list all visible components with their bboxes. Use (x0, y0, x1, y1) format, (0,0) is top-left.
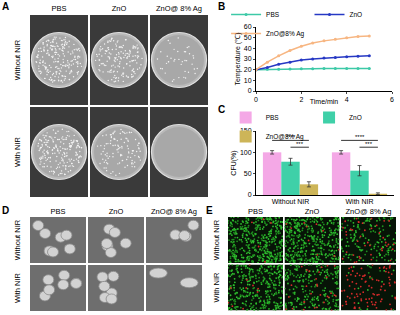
svg-text:With NIR: With NIR (346, 198, 374, 205)
svg-text:ZnO@ 8% Ag: ZnO@ 8% Ag (151, 207, 197, 216)
svg-text:ZnO: ZnO (109, 207, 124, 216)
svg-text:50: 50 (244, 170, 252, 177)
svg-text:****: **** (355, 134, 365, 140)
svg-text:ZnO@ 8% Ag: ZnO@ 8% Ag (156, 4, 202, 13)
svg-text:C: C (218, 104, 225, 115)
svg-text:60: 60 (244, 23, 252, 30)
svg-text:PBS: PBS (51, 4, 66, 13)
svg-text:Without NIR: Without NIR (212, 219, 221, 260)
svg-text:PBS: PBS (266, 114, 280, 121)
svg-text:10: 10 (244, 77, 252, 84)
svg-text:ZnO: ZnO (305, 207, 320, 216)
svg-text:0: 0 (254, 96, 258, 103)
svg-text:***: *** (296, 141, 304, 147)
svg-text:ZnO@8% Ag: ZnO@8% Ag (266, 133, 304, 141)
svg-text:20: 20 (244, 66, 252, 73)
svg-text:0: 0 (248, 191, 252, 198)
svg-text:2: 2 (299, 96, 303, 103)
svg-text:***: *** (365, 141, 373, 147)
svg-text:Without NIR: Without NIR (272, 198, 310, 205)
svg-text:40: 40 (244, 45, 252, 52)
svg-text:ZnO: ZnO (349, 114, 362, 121)
svg-text:PBS: PBS (248, 207, 263, 216)
svg-text:30: 30 (244, 55, 252, 62)
svg-text:Without NIR: Without NIR (13, 39, 22, 80)
svg-text:ZnO: ZnO (349, 11, 362, 18)
svg-text:Without NIR: Without NIR (13, 219, 22, 260)
svg-text:ZnO@ 8% Ag: ZnO@ 8% Ag (346, 207, 392, 216)
svg-text:Time/min: Time/min (310, 98, 339, 105)
svg-text:50: 50 (244, 34, 252, 41)
svg-text:B: B (218, 1, 225, 12)
svg-text:****: **** (286, 134, 296, 140)
svg-text:D: D (2, 205, 9, 216)
svg-text:PBS: PBS (50, 207, 65, 216)
svg-text:PBS: PBS (266, 11, 280, 18)
svg-text:With NIR: With NIR (13, 136, 22, 167)
svg-text:A: A (2, 1, 9, 12)
svg-text:ZnO: ZnO (112, 4, 127, 13)
svg-text:CFU(%): CFU(%) (230, 150, 238, 175)
svg-text:With NIR: With NIR (13, 272, 22, 303)
svg-text:4: 4 (345, 96, 349, 103)
svg-text:100: 100 (240, 149, 252, 156)
svg-text:Temperature (℃): Temperature (℃) (234, 33, 242, 86)
svg-text:ZnO@8% Ag: ZnO@8% Ag (266, 30, 304, 38)
svg-text:0: 0 (248, 87, 252, 94)
svg-text:E: E (206, 205, 213, 216)
svg-text:With NIR: With NIR (212, 272, 221, 303)
svg-text:6: 6 (390, 96, 394, 103)
